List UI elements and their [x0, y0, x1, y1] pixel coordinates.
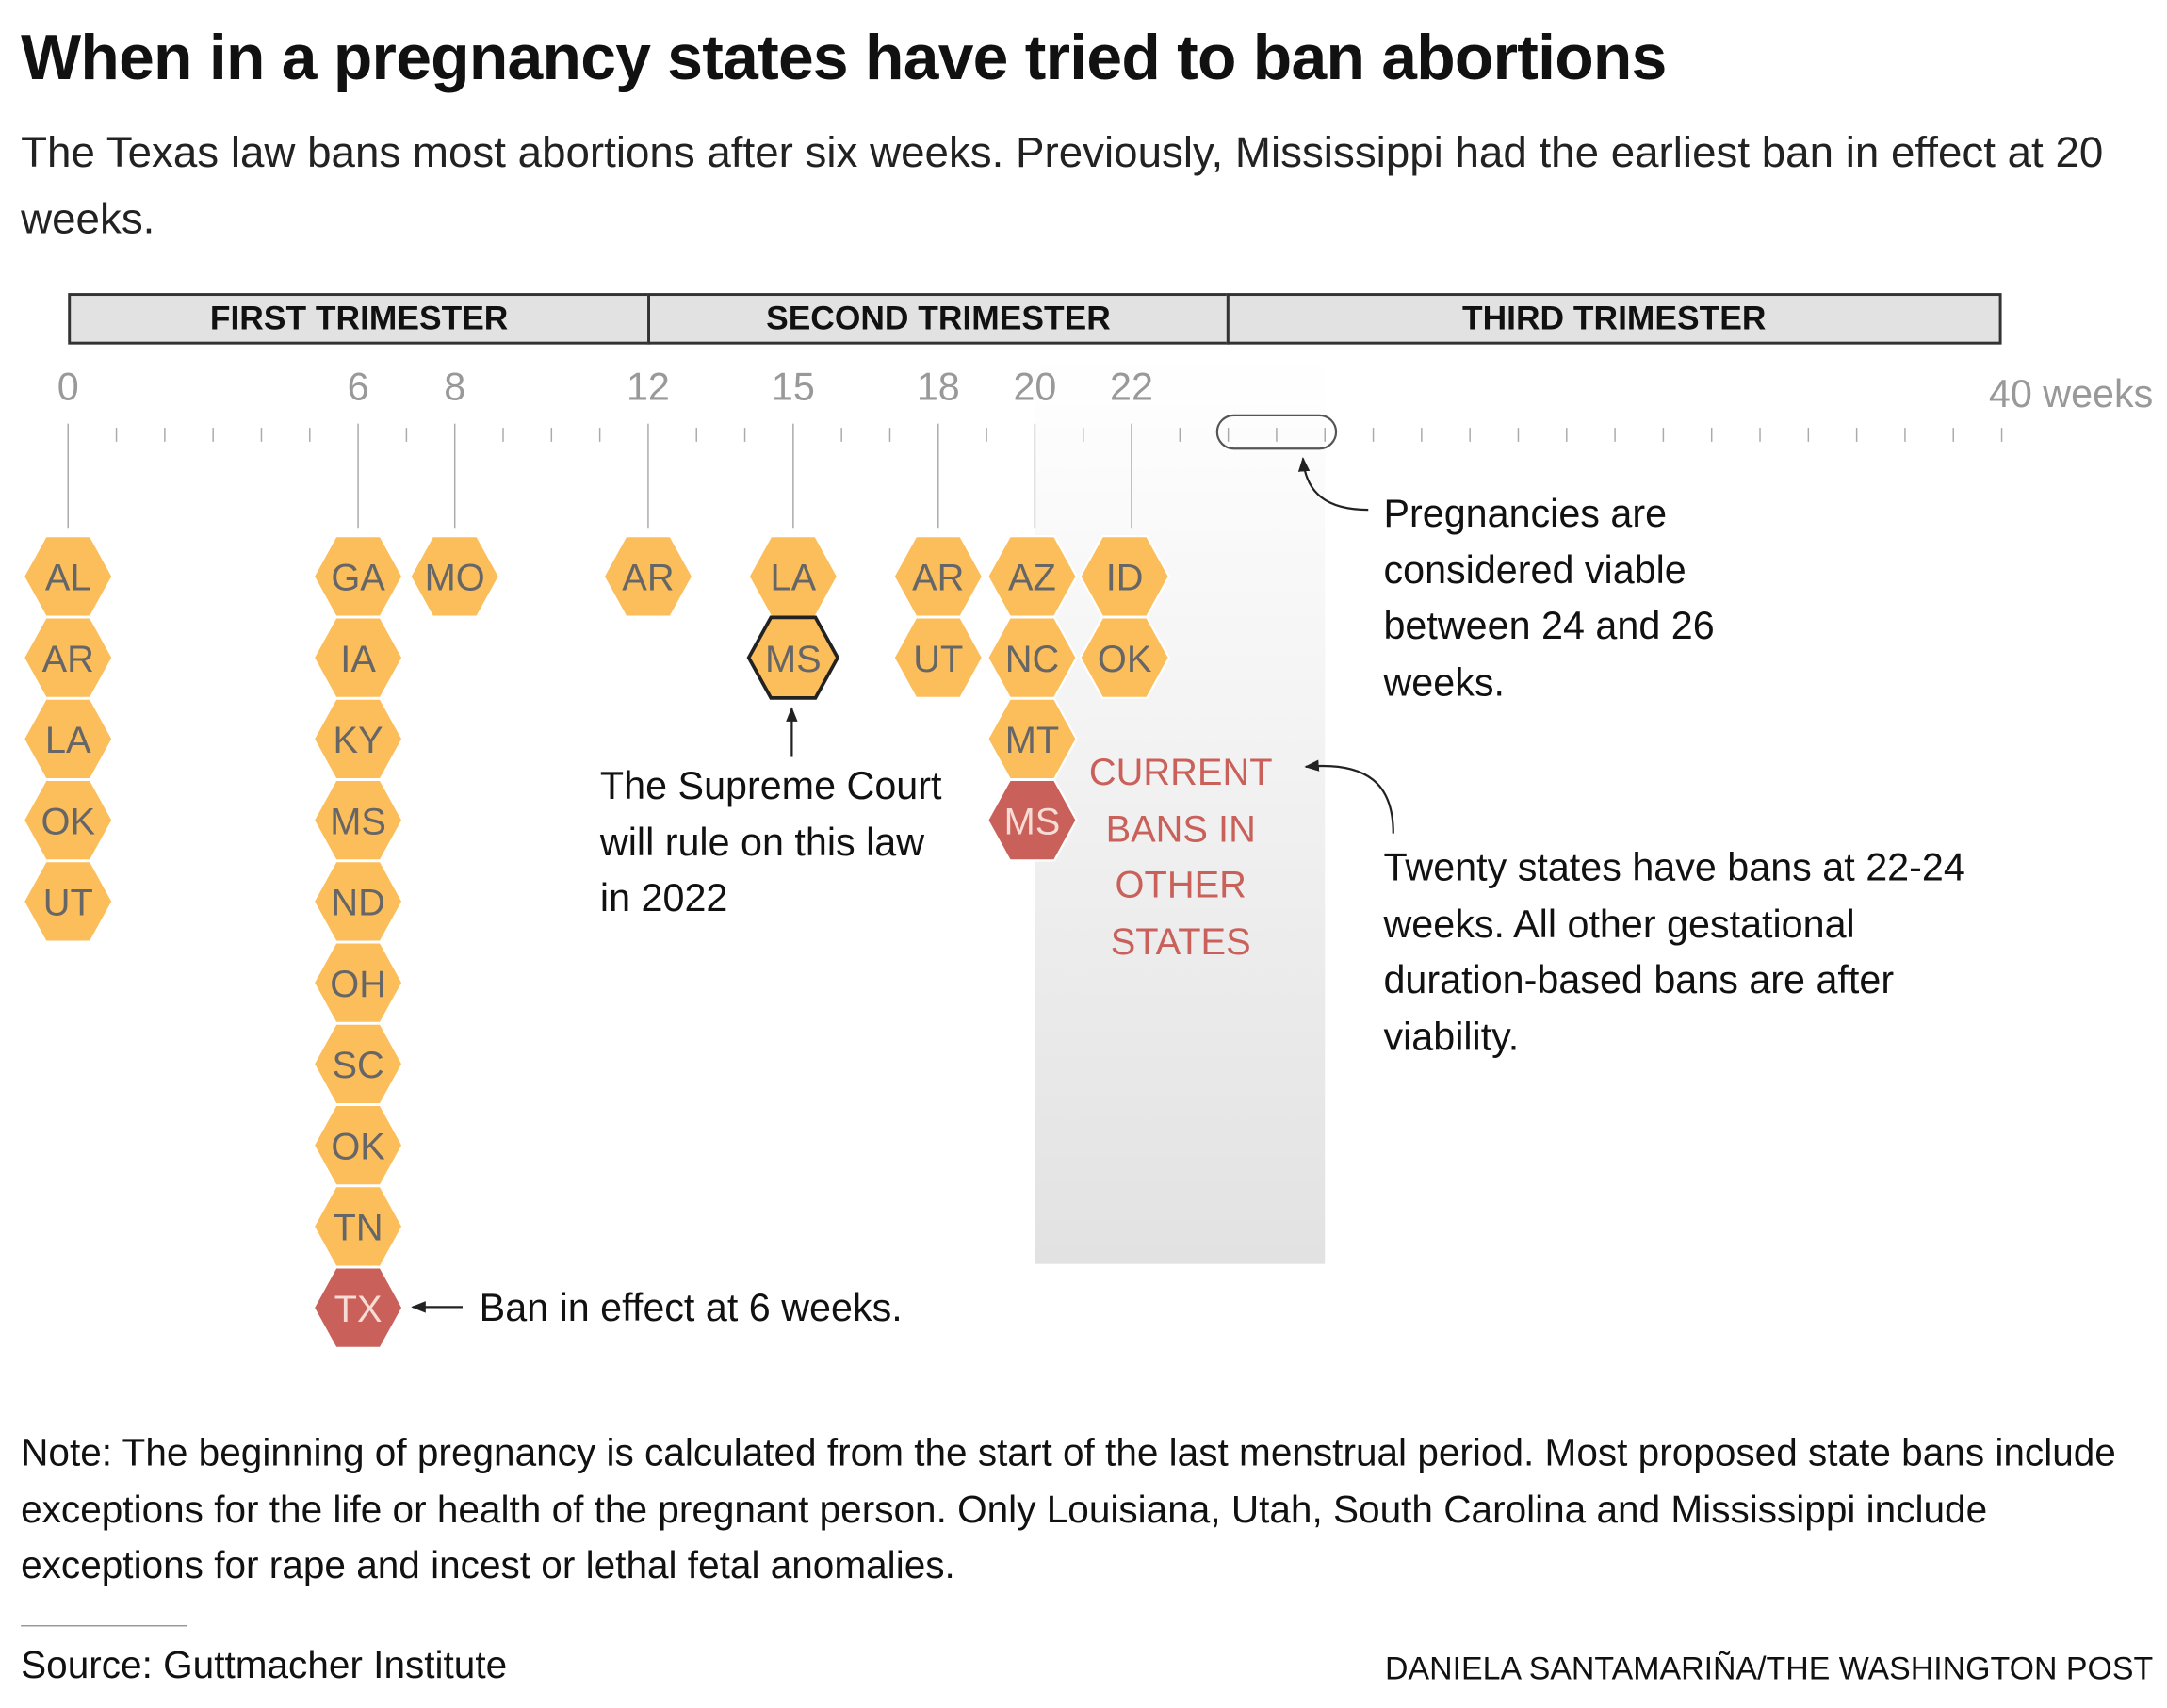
tick-label: 18	[917, 366, 960, 409]
state-hexagon-tn: TN	[312, 1184, 404, 1268]
state-label: OH	[330, 964, 386, 1005]
state-label: TN	[334, 1208, 383, 1249]
axis-ticks	[67, 423, 2003, 529]
tick-label: 22	[1110, 366, 1153, 409]
state-hexagon-ky: KY	[312, 697, 404, 781]
chart-area: 0 6 8 12 15 18 20 22 40 weeks AL AR LA OK UT GA IA KY MS…	[22, 353, 2153, 1349]
hexagon-shape	[312, 1266, 404, 1349]
tick-label: 6	[348, 366, 369, 409]
state-label: AR	[912, 558, 964, 599]
supreme-court-annotation: The Supreme Court will rule on this law …	[599, 763, 942, 920]
state-label: TX	[334, 1289, 383, 1330]
state-hexagon-nc: NC	[986, 616, 1078, 699]
hexagon-shape	[986, 778, 1078, 862]
state-label: NC	[1005, 639, 1059, 680]
state-hexagon-ok: OK	[22, 778, 114, 862]
state-label: OK	[331, 1126, 385, 1167]
hexagon-shape	[746, 615, 840, 700]
state-label: LA	[45, 720, 91, 761]
viability-annotation: Pregnancies are considered viable betwee…	[1383, 491, 1715, 704]
state-label: UT	[43, 883, 93, 924]
state-hexagon-ga: GA	[312, 534, 404, 618]
twenty-states-annotation: Twenty states have bans at 22-24 weeks. …	[1383, 845, 1965, 1058]
credit: DANIELA SANTAMARIÑA/THE WASHINGTON POST	[1385, 1650, 2154, 1686]
state-label: MS	[330, 801, 386, 842]
hexagon-shape	[892, 616, 985, 699]
state-hexagon-ut: UT	[892, 616, 985, 699]
state-hexagon-tx: TX	[312, 1266, 404, 1349]
hexagon-shape	[22, 859, 114, 943]
hexagon-shape	[602, 534, 694, 618]
tick-label: 15	[772, 366, 815, 409]
state-label: IA	[340, 639, 376, 680]
hexagon-shape	[1079, 616, 1171, 699]
hexagon-shape	[409, 534, 501, 618]
state-label: GA	[331, 558, 385, 599]
state-hexagon-nd: ND	[312, 859, 404, 943]
state-hexagons: AL AR LA OK UT GA IA KY MS ND OH SC OK TN TX MO AR LA MS AR…	[22, 534, 1171, 1349]
state-label: SC	[332, 1045, 383, 1086]
state-label: KY	[334, 720, 383, 761]
state-hexagon-ok: OK	[1079, 616, 1171, 699]
chart-subtitle: The Texas law bans most abortions after …	[21, 127, 2104, 244]
state-hexagon-ms: MS	[746, 615, 840, 700]
state-hexagon-id: ID	[1079, 534, 1171, 618]
state-label: AZ	[1008, 558, 1056, 599]
state-label: ND	[331, 883, 384, 924]
state-hexagon-ms: MS	[986, 778, 1078, 862]
viability-range-marker	[1215, 414, 1338, 450]
source: Source: Guttmacher Institute	[21, 1643, 508, 1686]
state-label: MS	[1004, 801, 1061, 842]
state-hexagon-az: AZ	[986, 534, 1078, 618]
current-bans-arrow	[1304, 759, 1394, 834]
divider	[21, 1625, 188, 1627]
state-hexagon-ar: AR	[22, 616, 114, 699]
state-label: AR	[622, 558, 674, 599]
state-label: MO	[425, 558, 485, 599]
state-hexagon-al: AL	[22, 534, 114, 618]
state-label: UT	[913, 639, 963, 680]
current-bans-shading	[1035, 353, 1326, 1264]
state-hexagon-la: LA	[22, 697, 114, 781]
state-hexagon-ok: OK	[312, 1103, 404, 1187]
tick-label: 40 weeks	[1989, 372, 2153, 415]
state-hexagon-ut: UT	[22, 859, 114, 943]
state-label: AR	[42, 639, 94, 680]
state-label: OK	[1098, 639, 1152, 680]
tick-label: 20	[1013, 366, 1056, 409]
state-hexagon-ia: IA	[312, 616, 404, 699]
state-label: MS	[765, 639, 822, 680]
state-label: ID	[1106, 558, 1144, 599]
second-trimester-band: SECOND TRIMESTER	[647, 293, 1230, 345]
footnote: Note: The beginning of pregnancy is calc…	[21, 1430, 2116, 1586]
third-trimester-band: THIRD TRIMESTER	[1226, 293, 2002, 345]
state-hexagon-oh: OH	[312, 941, 404, 1024]
state-label: MT	[1005, 720, 1059, 761]
state-label: LA	[771, 558, 817, 599]
texas-annotation: Ban in effect at 6 weeks.	[479, 1286, 903, 1329]
state-hexagon-mo: MO	[409, 534, 501, 618]
tick-label: 8	[444, 366, 465, 409]
tick-label: 0	[57, 366, 79, 409]
state-hexagon-sc: SC	[312, 1022, 404, 1106]
state-label: AL	[45, 558, 91, 599]
state-hexagon-ar: AR	[602, 534, 694, 618]
axis-tick-labels: 0 6 8 12 15 18 20 22 40 weeks	[57, 366, 2153, 415]
viability-arrow	[1297, 456, 1369, 512]
current-bans-label: CURRENT BANS IN OTHER STATES	[1088, 751, 1273, 962]
state-label: OK	[41, 801, 95, 842]
chart-title: When in a pregnancy states have tried to…	[21, 21, 1667, 93]
state-hexagon-ms: MS	[312, 778, 404, 862]
tick-label: 12	[627, 366, 670, 409]
state-hexagon-ar: AR	[892, 534, 985, 618]
state-hexagon-la: LA	[747, 534, 839, 618]
